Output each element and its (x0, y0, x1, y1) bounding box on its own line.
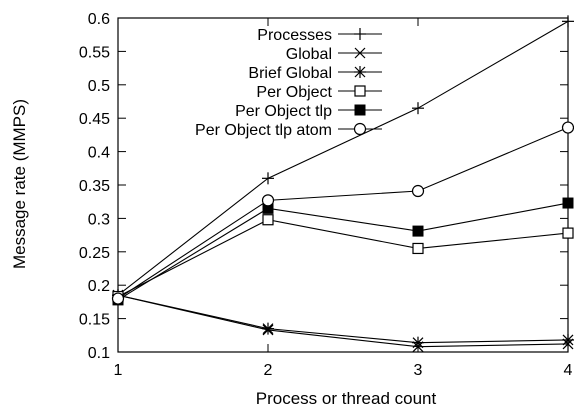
data-point (354, 66, 366, 78)
data-point (412, 336, 424, 349)
legend-item: Global (286, 46, 382, 63)
series-line (117, 202, 569, 301)
data-point (354, 47, 366, 59)
data-point (354, 104, 366, 116)
y-tick-label: 0.2 (88, 278, 110, 295)
data-point (412, 242, 424, 255)
series-line (117, 294, 569, 344)
y-tick-label: 0.25 (79, 245, 110, 262)
y-tick-label: 0.3 (88, 211, 110, 228)
x-axis-label: Process or thread count (256, 389, 437, 408)
x-tick-label: 3 (414, 362, 423, 379)
series-per-object (112, 214, 574, 303)
series-line (117, 294, 569, 348)
x-tick-label: 4 (564, 362, 573, 379)
y-axis-ticks: 0.1 0.15 0.2 0.25 0.3 0.35 0.4 0.45 0.5 0.55 0.6 (79, 11, 568, 362)
data-point (411, 184, 425, 198)
data-point (412, 225, 424, 237)
legend-item: Per Object tlp atom (195, 122, 382, 139)
series-per-object-tlp-atom (111, 121, 574, 305)
data-point (412, 102, 424, 115)
y-tick-label: 0.6 (88, 11, 110, 28)
legend-label: Per Object tlp atom (195, 122, 332, 139)
y-tick-label: 0.5 (88, 78, 110, 95)
y-tick-label: 0.45 (79, 111, 110, 128)
y-tick-label: 0.4 (88, 145, 110, 162)
legend-label: Per Object (256, 84, 332, 101)
series-line (117, 127, 569, 300)
series-processes (112, 15, 574, 302)
y-tick-label: 0.1 (88, 345, 110, 362)
legend-label: Processes (257, 27, 332, 44)
legend-item: Brief Global (248, 65, 382, 82)
series-line (117, 219, 569, 298)
y-tick-label: 0.15 (79, 312, 110, 329)
legend-label: Per Object tlp (235, 103, 332, 120)
data-point (562, 15, 574, 28)
data-point (111, 292, 125, 305)
data-point (561, 121, 574, 134)
plot-frame (117, 17, 569, 353)
data-point (262, 172, 274, 185)
legend-item: Processes (257, 27, 382, 44)
series-per-object-tlp (112, 197, 574, 306)
series-layer (111, 15, 574, 353)
legend-item: Per Object (256, 84, 382, 101)
data-point (261, 194, 275, 207)
x-tick-label: 1 (114, 362, 123, 379)
y-tick-label: 0.35 (79, 178, 110, 195)
series-brief-global (112, 289, 574, 349)
legend-label: Brief Global (248, 65, 332, 82)
series-line (117, 20, 569, 296)
data-point (262, 322, 274, 335)
legend-label: Global (286, 46, 332, 63)
data-point (262, 214, 274, 226)
legend-item: Per Object tlp (235, 103, 382, 120)
data-point (562, 333, 574, 346)
y-axis-label: Message rate (MMPS) (10, 99, 29, 269)
x-tick-label: 2 (264, 362, 273, 379)
legend: Processes Global Brief Global Per Object Per… (195, 27, 382, 139)
y-tick-label: 0.55 (79, 44, 110, 61)
data-point (353, 122, 367, 136)
data-point (562, 227, 574, 239)
data-point (354, 85, 366, 97)
series-global (112, 289, 574, 353)
data-point (354, 28, 366, 40)
plot-border (117, 17, 569, 353)
data-point (562, 197, 574, 209)
